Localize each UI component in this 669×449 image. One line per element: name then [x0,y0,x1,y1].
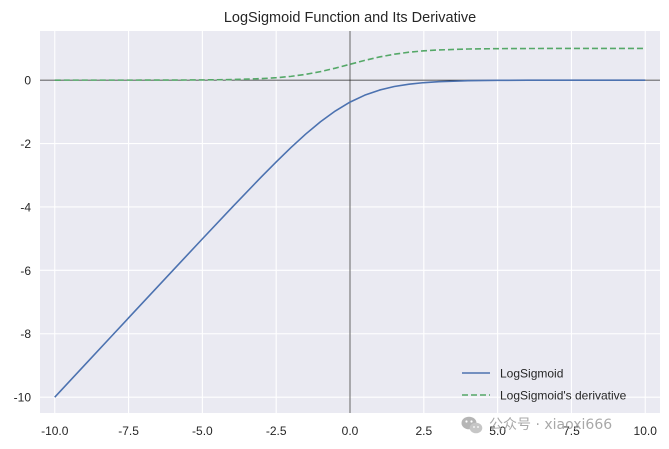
x-tick-label: -2.5 [266,424,287,438]
series-line-1 [54,47,646,81]
x-tick-label: 10.0 [634,424,658,438]
x-axis-ticks: -10.0 -7.5 -5.0 -2.5 0.0 2.5 5.0 7.5 10.0 [41,424,657,438]
watermark: 公众号 · xiaoxi666 [461,416,612,434]
x-tick-label: -10.0 [41,424,69,438]
x-tick-label: 0.0 [342,424,359,438]
watermark-text: 公众号 · xiaoxi666 [489,417,612,433]
chart-title: LogSigmoid Function and Its Derivative [224,10,476,26]
y-tick-label: -8 [20,327,31,341]
x-tick-label: -5.0 [192,424,213,438]
series-line-0 [54,79,646,398]
x-tick-label: 2.5 [415,424,432,438]
x-tick-label: -7.5 [118,424,139,438]
y-tick-label: -2 [20,137,31,151]
legend: LogSigmoid LogSigmoid's derivative [462,367,627,403]
x-tick-label: 7.5 [563,424,580,438]
wechat-icon [461,416,483,434]
y-tick-label: -4 [20,200,31,214]
x-tick-label: 5.0 [489,424,506,438]
y-axis-ticks: 0 -2 -4 -6 -8 -10 [14,74,32,405]
y-tick-label: -6 [20,264,31,278]
legend-label-1: LogSigmoid's derivative [500,389,627,403]
y-tick-label: 0 [24,74,31,88]
series-lines [54,47,646,398]
legend-label-0: LogSigmoid [500,367,563,381]
y-tick-label: -10 [14,391,32,405]
